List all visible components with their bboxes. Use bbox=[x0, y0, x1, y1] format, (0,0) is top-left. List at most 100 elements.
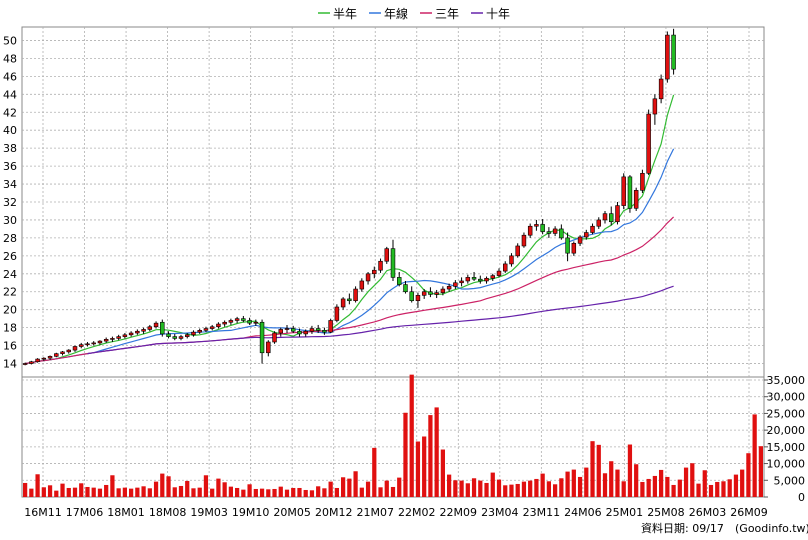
volume-bar-116 bbox=[746, 453, 751, 497]
candle-body-20 bbox=[147, 326, 153, 330]
candle-20 bbox=[147, 324, 153, 332]
candle-65 bbox=[428, 287, 433, 298]
candle-body-77 bbox=[503, 263, 508, 272]
candle-48 bbox=[322, 327, 327, 335]
candle-body-36 bbox=[247, 320, 252, 324]
volume-bar-10 bbox=[85, 486, 90, 497]
volume-bar-68 bbox=[446, 474, 452, 497]
candle-51 bbox=[340, 297, 346, 310]
volume-bar-96 bbox=[621, 481, 626, 497]
candle-18 bbox=[135, 329, 140, 335]
candle-body-13 bbox=[103, 339, 109, 342]
volume-bar-109 bbox=[702, 470, 707, 497]
volume-bar-13 bbox=[104, 484, 109, 497]
candle-body-92 bbox=[596, 219, 601, 227]
candle-body-73 bbox=[478, 278, 483, 282]
candle-body-8 bbox=[72, 346, 78, 351]
candle-body-71 bbox=[465, 277, 471, 282]
candle-body-80 bbox=[521, 234, 527, 247]
candle-body-38 bbox=[259, 321, 265, 354]
candle-body-49 bbox=[328, 320, 333, 333]
price-tick-label-14: 42 bbox=[3, 106, 17, 119]
volume-bar-88 bbox=[571, 469, 576, 497]
candle-17 bbox=[128, 331, 134, 337]
volume-bar-41 bbox=[278, 486, 283, 497]
candle-28 bbox=[197, 328, 202, 334]
volume-bar-25 bbox=[178, 485, 184, 497]
x-tick-label-15: 25M08 bbox=[647, 506, 685, 519]
volume-bar-30 bbox=[210, 488, 215, 497]
price-tick-label-4: 22 bbox=[3, 286, 17, 299]
candle-38 bbox=[259, 319, 265, 364]
candle-7 bbox=[66, 349, 71, 354]
volume-bar-77 bbox=[503, 485, 508, 497]
candle-body-101 bbox=[652, 98, 658, 115]
candle-32 bbox=[222, 320, 227, 327]
volume-bar-28 bbox=[197, 487, 202, 497]
candle-41 bbox=[278, 327, 283, 337]
legend: 半年 年線 三年 十年 bbox=[318, 6, 510, 21]
x-tick-label-12: 23M11 bbox=[523, 506, 561, 519]
volume-bar-54 bbox=[359, 487, 364, 497]
price-tick-label-6: 26 bbox=[3, 250, 17, 263]
candle-77 bbox=[503, 261, 508, 273]
volume-bar-5 bbox=[54, 490, 59, 497]
candle-90 bbox=[584, 229, 589, 240]
volume-bar-92 bbox=[596, 444, 601, 497]
volume-bar-98 bbox=[634, 464, 639, 497]
candle-body-44 bbox=[297, 330, 302, 335]
candle-73 bbox=[478, 275, 483, 284]
candle-61 bbox=[403, 280, 408, 294]
candle-1 bbox=[29, 360, 34, 365]
candle-body-37 bbox=[253, 321, 259, 324]
volume-bar-3 bbox=[41, 487, 46, 497]
candle-34 bbox=[234, 316, 240, 324]
candle-body-2 bbox=[35, 358, 40, 363]
price-tick-label-2: 18 bbox=[3, 322, 17, 335]
candle-body-33 bbox=[228, 320, 234, 323]
price-tick-label-5: 24 bbox=[3, 268, 17, 281]
candle-11 bbox=[91, 341, 96, 346]
candle-body-78 bbox=[509, 255, 514, 265]
volume-bar-115 bbox=[740, 469, 745, 497]
volume-bar-76 bbox=[496, 479, 502, 497]
candle-body-47 bbox=[315, 328, 321, 331]
candle-body-99 bbox=[640, 172, 645, 191]
candle-84 bbox=[546, 227, 552, 238]
candle-body-72 bbox=[471, 277, 477, 280]
candle-body-53 bbox=[353, 288, 358, 302]
legend-label-3: 十年 bbox=[486, 7, 510, 21]
volume-bar-21 bbox=[153, 481, 159, 497]
price-tick-label-9: 32 bbox=[3, 196, 17, 209]
candle-39 bbox=[266, 340, 271, 357]
candle-98 bbox=[633, 187, 639, 211]
price-tick-label-11: 36 bbox=[3, 160, 17, 173]
legend-label-1: 年線 bbox=[384, 6, 408, 21]
x-axis: 16M11 17M06 18M01 18M08 19M03 19M10 20M05 20M12… bbox=[24, 506, 768, 519]
volume-bar-49 bbox=[328, 481, 333, 497]
candle-74 bbox=[484, 276, 489, 284]
legend-label-0: 半年 bbox=[333, 7, 357, 21]
candle-42 bbox=[284, 324, 290, 334]
candle-56 bbox=[372, 266, 377, 279]
candle-72 bbox=[471, 272, 477, 281]
candle-83 bbox=[540, 219, 545, 235]
candle-36 bbox=[247, 317, 252, 325]
volume-bar-7 bbox=[66, 487, 71, 497]
volume-tick-label-6: 30,000 bbox=[767, 391, 806, 404]
price-tick-label-7: 28 bbox=[3, 232, 17, 245]
candle-54 bbox=[359, 278, 365, 292]
volume-bar-114 bbox=[733, 474, 739, 497]
volume-bar-9 bbox=[79, 483, 84, 497]
volume-bar-14 bbox=[110, 475, 115, 497]
volume-bar-42 bbox=[284, 489, 290, 497]
candle-103 bbox=[665, 31, 670, 83]
volume-bar-93 bbox=[602, 473, 608, 497]
candle-101 bbox=[652, 94, 658, 125]
candle-body-41 bbox=[278, 329, 283, 334]
x-tick-label-2: 18M01 bbox=[107, 506, 145, 519]
candle-body-95 bbox=[615, 205, 620, 223]
volume-bar-11 bbox=[91, 487, 96, 497]
candle-body-4 bbox=[47, 356, 53, 359]
